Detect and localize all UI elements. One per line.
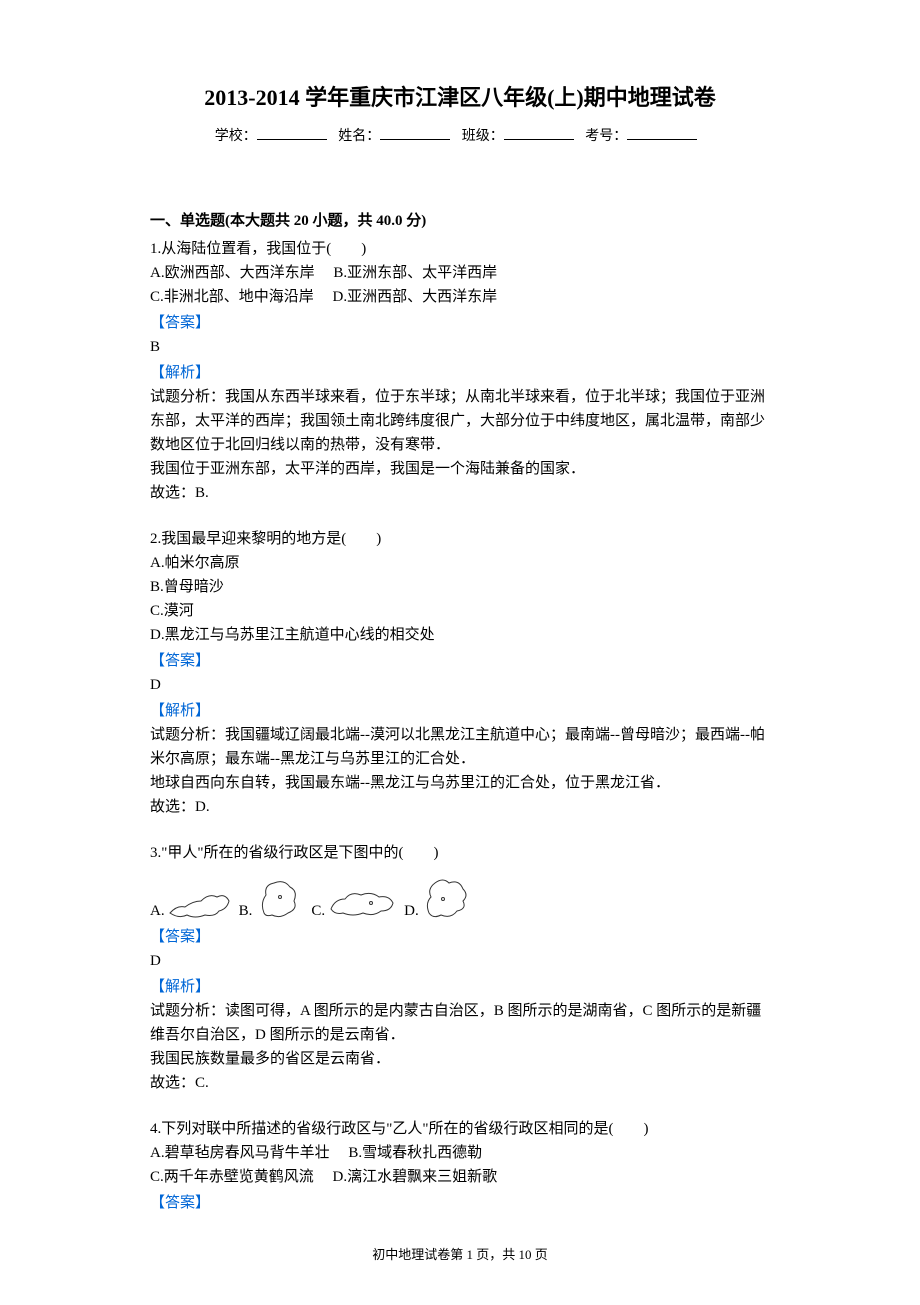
school-label: 学校： <box>215 129 257 144</box>
q2-analysis-3: 故选：D. <box>150 795 770 819</box>
q1-option-b: B.亚洲东部、太平洋西岸 <box>333 265 497 281</box>
q3-option-c-letter: C. <box>311 899 325 923</box>
q3-option-a-letter: A. <box>150 899 165 923</box>
q3-analysis-2: 我国民族数量最多的省区是云南省． <box>150 1047 770 1071</box>
q1-analysis-label: 【解析】 <box>150 361 770 385</box>
name-blank <box>380 125 450 140</box>
question-1: 1.从海陆位置看，我国位于( ) A.欧洲西部、大西洋东岸 B.亚洲东部、太平洋… <box>150 237 770 505</box>
page-footer: 初中地理试卷第 1 页，共 10 页 <box>150 1245 770 1266</box>
q1-stem: 1.从海陆位置看，我国位于( ) <box>150 237 770 261</box>
examno-label: 考号： <box>585 129 627 144</box>
q2-option-b: B.曾母暗沙 <box>150 575 770 599</box>
q4-stem: 4.下列对联中所描述的省级行政区与"乙人"所在的省级行政区相同的是( ) <box>150 1117 770 1141</box>
province-outline-b-icon <box>252 873 307 923</box>
question-2: 2.我国最早迎来黎明的地方是( ) A.帕米尔高原 B.曾母暗沙 C.漠河 D.… <box>150 527 770 819</box>
q4-option-c: C.两千年赤壁览黄鹤风流 <box>150 1169 314 1185</box>
q2-option-c: C.漠河 <box>150 599 770 623</box>
q4-options-row1: A.碧草毡房春风马背牛羊壮 B.雪域春秋扎西德勒 <box>150 1141 770 1165</box>
q2-option-d: D.黑龙江与乌苏里江主航道中心线的相交处 <box>150 623 770 647</box>
q1-answer: B <box>150 335 770 359</box>
q2-analysis-label: 【解析】 <box>150 699 770 723</box>
footer-suffix: 页 <box>532 1247 548 1262</box>
q3-analysis-3: 故选：C. <box>150 1071 770 1095</box>
footer-page-total: 10 <box>519 1247 532 1262</box>
province-outline-d-icon <box>419 871 474 923</box>
q2-stem: 2.我国最早迎来黎明的地方是( ) <box>150 527 770 551</box>
question-4: 4.下列对联中所描述的省级行政区与"乙人"所在的省级行政区相同的是( ) A.碧… <box>150 1117 770 1215</box>
q1-option-d: D.亚洲西部、大西洋东岸 <box>333 289 498 305</box>
q3-stem: 3."甲人"所在的省级行政区是下图中的( ) <box>150 841 770 865</box>
q3-option-a: A. <box>150 883 235 923</box>
footer-mid: 页，共 <box>473 1247 519 1262</box>
q2-option-a: A.帕米尔高原 <box>150 551 770 575</box>
province-outline-c-icon <box>325 881 400 923</box>
q1-analysis-2: 我国位于亚洲东部，太平洋的西岸，我国是一个海陆兼备的国家． <box>150 457 770 481</box>
school-blank <box>257 125 327 140</box>
q2-analysis-2: 地球自西向东自转，我国最东端--黑龙江与乌苏里江的汇合处，位于黑龙江省． <box>150 771 770 795</box>
q3-option-d-letter: D. <box>404 899 419 923</box>
q4-answer-label: 【答案】 <box>150 1191 770 1215</box>
q3-option-d: D. <box>404 871 474 923</box>
section-1-header: 一、单选题(本大题共 20 小题，共 40.0 分) <box>150 209 770 233</box>
q3-answer: D <box>150 949 770 973</box>
class-label: 班级： <box>462 129 504 144</box>
q4-option-d: D.漓江水碧飘来三姐新歌 <box>333 1169 498 1185</box>
q4-option-a: A.碧草毡房春风马背牛羊壮 <box>150 1145 330 1161</box>
examno-blank <box>627 125 697 140</box>
footer-prefix: 初中地理试卷第 <box>372 1247 466 1262</box>
q3-image-options: A. B. C. D. <box>150 871 770 923</box>
q1-option-a: A.欧洲西部、大西洋东岸 <box>150 265 315 281</box>
page-title: 2013-2014 学年重庆市江津区八年级(上)期中地理试卷 <box>150 80 770 115</box>
q1-analysis-3: 故选：B. <box>150 481 770 505</box>
q3-option-c: C. <box>311 881 400 923</box>
province-outline-a-icon <box>165 883 235 923</box>
q1-answer-label: 【答案】 <box>150 311 770 335</box>
q3-option-b: B. <box>239 873 308 923</box>
q3-analysis-1: 试题分析：读图可得，A 图所示的是内蒙古自治区，B 图所示的是湖南省，C 图所示… <box>150 999 770 1047</box>
exam-page: 2013-2014 学年重庆市江津区八年级(上)期中地理试卷 学校： 姓名： 班… <box>0 0 920 1305</box>
q1-analysis-1: 试题分析：我国从东西半球来看，位于东半球；从南北半球来看，位于北半球；我国位于亚… <box>150 385 770 457</box>
q1-option-c: C.非洲北部、地中海沿岸 <box>150 289 314 305</box>
q3-option-b-letter: B. <box>239 899 253 923</box>
question-3: 3."甲人"所在的省级行政区是下图中的( ) A. B. C. <box>150 841 770 1095</box>
q1-options-row2: C.非洲北部、地中海沿岸 D.亚洲西部、大西洋东岸 <box>150 285 770 309</box>
q4-options-row2: C.两千年赤壁览黄鹤风流 D.漓江水碧飘来三姐新歌 <box>150 1165 770 1189</box>
q2-answer: D <box>150 673 770 697</box>
q1-options-row1: A.欧洲西部、大西洋东岸 B.亚洲东部、太平洋西岸 <box>150 261 770 285</box>
q4-option-b: B.雪域春秋扎西德勒 <box>348 1145 482 1161</box>
student-info-line: 学校： 姓名： 班级： 考号： <box>150 125 770 148</box>
class-blank <box>504 125 574 140</box>
q2-answer-label: 【答案】 <box>150 649 770 673</box>
q3-analysis-label: 【解析】 <box>150 975 770 999</box>
q2-analysis-1: 试题分析：我国疆域辽阔最北端--漠河以北黑龙江主航道中心；最南端--曾母暗沙；最… <box>150 723 770 771</box>
q3-answer-label: 【答案】 <box>150 925 770 949</box>
name-label: 姓名： <box>338 129 380 144</box>
